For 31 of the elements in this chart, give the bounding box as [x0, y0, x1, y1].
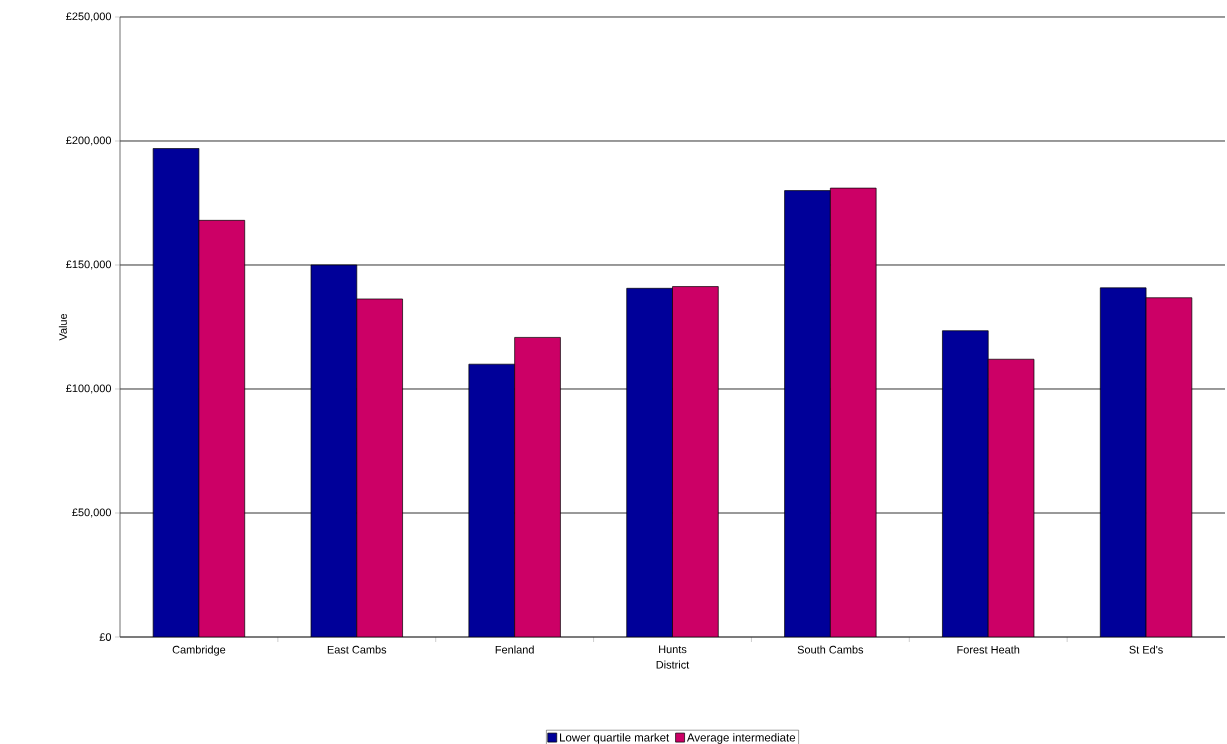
- bar: [1145, 297, 1193, 637]
- bar: [942, 330, 989, 637]
- bar: [672, 286, 719, 637]
- bar: [152, 148, 200, 637]
- x-tick-label: Cambridge: [172, 645, 226, 656]
- bar: [830, 187, 877, 637]
- bar: [514, 337, 561, 637]
- y-axis-title: Value: [58, 313, 67, 341]
- y-tick-label: £100,000: [66, 384, 112, 394]
- y-tick-label: £0: [99, 633, 112, 641]
- bar: [310, 264, 358, 637]
- y-tick-label: £250,000: [66, 12, 112, 22]
- x-tick-label: Hunts: [659, 645, 687, 654]
- y-tick-label: £200,000: [66, 136, 112, 146]
- legend-label: Lower quartile market: [560, 733, 670, 744]
- y-tick-label: £50,000: [72, 508, 112, 518]
- x-tick-label: St Ed's: [1129, 645, 1163, 654]
- bar: [356, 298, 403, 637]
- bar: [784, 190, 831, 637]
- bar: [1099, 287, 1147, 637]
- x-tick-label: Fenland: [495, 645, 534, 654]
- x-axis-title: District: [656, 660, 690, 669]
- x-tick-label: East Cambs: [327, 645, 387, 654]
- x-tick-label: Forest Heath: [957, 645, 1020, 654]
- bar: [468, 363, 515, 637]
- bar: [626, 287, 673, 637]
- y-tick-label: £150,000: [66, 260, 112, 270]
- bar: [198, 220, 246, 637]
- bar: [987, 358, 1035, 637]
- x-tick-label: South Cambs: [797, 645, 864, 654]
- legend-label: Average intermediate: [686, 733, 796, 744]
